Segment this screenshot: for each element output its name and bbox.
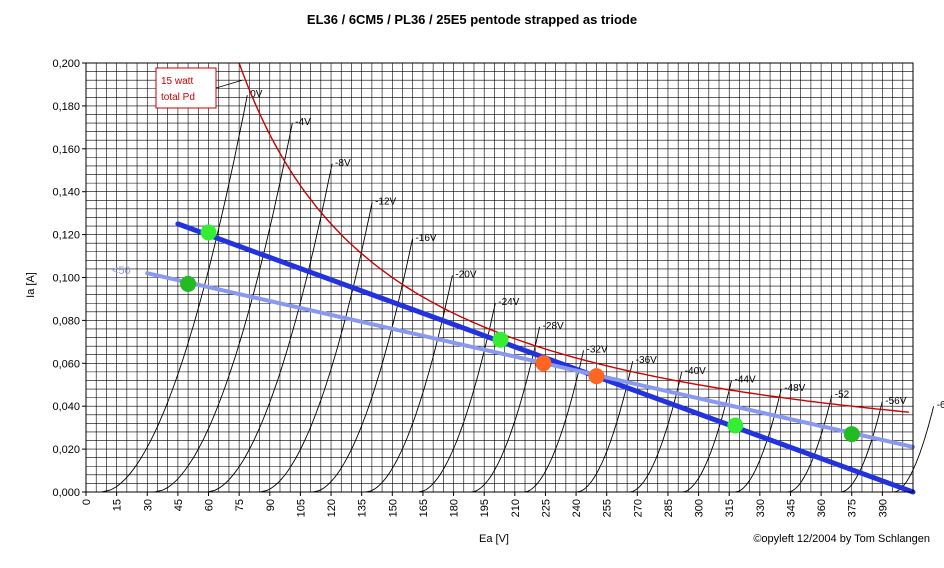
y-tick-label: 0,040 xyxy=(52,401,80,413)
y-tick-label: 0,060 xyxy=(52,358,80,370)
plate-curve-label: -28V xyxy=(543,321,564,332)
power-dissipation-curve: 15 watt total Pd xyxy=(155,62,909,413)
plate-curve xyxy=(629,371,683,493)
x-tick-label: 75 xyxy=(234,499,246,511)
x-tick-label: 390 xyxy=(877,499,889,517)
plate-curve-label: -36V xyxy=(636,355,657,366)
x-tick-label: 60 xyxy=(204,499,216,511)
x-tick-label: 375 xyxy=(847,499,859,517)
plate-curve-label: -24V xyxy=(498,297,519,308)
plate-curve xyxy=(893,406,935,493)
x-tick-label: 285 xyxy=(663,499,675,517)
plate-curve-label: -12V xyxy=(375,196,396,207)
grid xyxy=(85,62,914,493)
plate-curve-label: -48V xyxy=(784,383,805,394)
x-tick-label: 270 xyxy=(632,499,644,517)
x-tick-label: 180 xyxy=(449,499,461,517)
load-line-label: <50 xyxy=(112,265,131,277)
y-tick-label: 0,120 xyxy=(52,230,80,242)
plate-curve xyxy=(840,401,883,493)
plate-curve xyxy=(418,303,496,493)
x-tick-label: 345 xyxy=(785,499,797,517)
x-tick-label: 360 xyxy=(816,499,828,517)
x-tick-label: 0 xyxy=(81,499,93,505)
plate-curve xyxy=(207,163,333,493)
y-tick-label: 0,200 xyxy=(52,58,80,70)
plate-curve-label: -60V xyxy=(937,400,944,411)
plate-curve xyxy=(260,202,373,493)
x-tick-label: 30 xyxy=(142,499,154,511)
x-tick-label: 210 xyxy=(510,499,522,517)
plate-curve xyxy=(471,326,541,493)
plate-curve-label: -32V xyxy=(587,344,608,355)
operating-point xyxy=(843,426,860,443)
x-tick-label: 225 xyxy=(540,499,552,517)
chart-title: EL36 / 6CM5 / PL36 / 25E5 pentode strapp… xyxy=(307,12,637,27)
plate-curve-label: 0V xyxy=(250,89,263,100)
x-axis-label: Ea [V] xyxy=(479,533,509,545)
plate-curve-label: -56V xyxy=(885,396,906,407)
y-tick-label: 0,140 xyxy=(52,187,80,199)
operating-point xyxy=(200,224,217,241)
x-tick-label: 45 xyxy=(173,499,185,511)
y-tick-label: 0,000 xyxy=(52,487,80,499)
y-tick-label: 0,160 xyxy=(52,144,80,156)
x-tick-label: 135 xyxy=(357,499,369,517)
x-tick-label: 300 xyxy=(694,499,706,517)
plate-curve-label: -40V xyxy=(685,366,706,377)
operating-point xyxy=(492,331,509,348)
load-line xyxy=(145,271,915,449)
credit-text: ©opyleft 12/2004 by Tom Schlangen xyxy=(753,533,930,545)
plate-curve-label: -20V xyxy=(455,269,476,280)
x-tick-label: 255 xyxy=(602,499,614,517)
x-tick-label: 120 xyxy=(326,499,338,517)
plate-curve xyxy=(154,123,293,493)
plate-curve-label: -16V xyxy=(415,233,436,244)
plate-curve xyxy=(524,350,584,493)
pd-label-box xyxy=(155,67,217,109)
plate-curve-label: -44V xyxy=(735,374,756,385)
y-tick-label: 0,180 xyxy=(52,101,80,113)
x-tick-label: 315 xyxy=(724,499,736,517)
y-axis-label: Ia [A] xyxy=(25,272,37,298)
operating-point xyxy=(588,368,605,385)
operating-point xyxy=(180,275,197,292)
x-tick-label: 195 xyxy=(479,499,491,517)
axes: 0,000 0,020 0,040 0,060 0,080 0,100 0,120 0,140… xyxy=(52,58,914,517)
x-tick-label: 330 xyxy=(755,499,767,517)
operating-point xyxy=(727,417,744,434)
plate-curve xyxy=(101,95,248,493)
x-tick-label: 240 xyxy=(571,499,583,517)
plate-curve xyxy=(735,388,782,493)
y-tick-label: 0,020 xyxy=(52,444,80,456)
plate-curve xyxy=(312,238,413,493)
pd-curve xyxy=(238,62,909,413)
x-tick-label: 150 xyxy=(387,499,399,517)
x-tick-label: 15 xyxy=(112,499,124,511)
operating-point xyxy=(535,355,552,372)
plate-curve-label: -52 xyxy=(835,389,850,400)
pd-label-line2: total Pd xyxy=(161,92,195,103)
pd-label-leader xyxy=(215,79,244,89)
plate-curve-label: -4V xyxy=(295,117,311,128)
x-tick-label: 90 xyxy=(265,499,277,511)
plate-curve-label: -8V xyxy=(335,158,351,169)
x-tick-label: 105 xyxy=(295,499,307,517)
x-tick-label: 165 xyxy=(418,499,430,517)
pd-label-line1: 15 watt xyxy=(161,76,193,87)
operating-points xyxy=(180,224,860,443)
y-tick-label: 0,100 xyxy=(52,273,80,285)
y-tick-label: 0,080 xyxy=(52,315,80,327)
